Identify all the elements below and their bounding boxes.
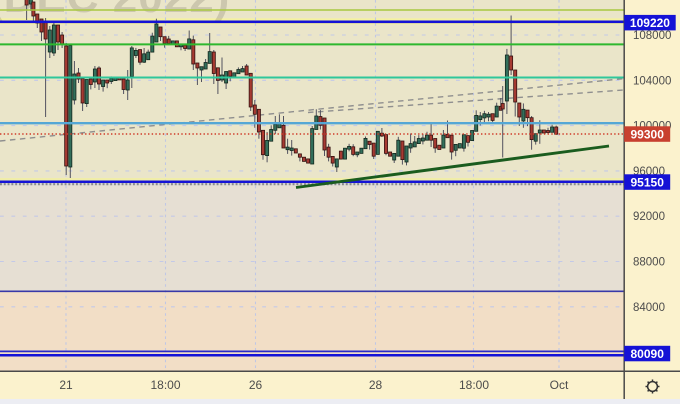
svg-text:95150: 95150 bbox=[631, 175, 665, 189]
svg-text:88000: 88000 bbox=[633, 257, 665, 269]
svg-text:99300: 99300 bbox=[631, 127, 665, 141]
svg-text:Oct: Oct bbox=[550, 378, 569, 392]
svg-text:28: 28 bbox=[369, 378, 383, 392]
svg-text:21: 21 bbox=[59, 378, 73, 392]
svg-text:26: 26 bbox=[249, 378, 263, 392]
svg-text:109220: 109220 bbox=[630, 16, 670, 30]
svg-text:(DEC 2022): (DEC 2022) bbox=[0, 0, 230, 22]
svg-text:104000: 104000 bbox=[633, 75, 671, 87]
svg-text:92000: 92000 bbox=[633, 211, 665, 223]
svg-text:18:00: 18:00 bbox=[459, 378, 489, 392]
svg-text:80090: 80090 bbox=[631, 347, 665, 361]
svg-text:18:00: 18:00 bbox=[150, 378, 180, 392]
svg-text:108000: 108000 bbox=[633, 30, 671, 42]
svg-text:84000: 84000 bbox=[633, 302, 665, 314]
